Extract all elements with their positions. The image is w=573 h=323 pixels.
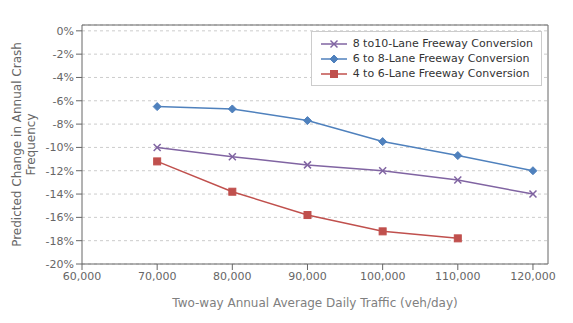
svg-text:-10%: -10% (46, 141, 74, 154)
html-text:8 to10-Lane Freeway Conversion: 8 to10-Lane Freeway Conversion (352, 37, 533, 50)
svg-text:80,000: 80,000 (213, 270, 252, 283)
svg-text:-16%: -16% (46, 211, 74, 224)
svg-text:90,000: 90,000 (288, 270, 327, 283)
svg-text:-20%: -20% (46, 258, 74, 271)
svg-text:70,000: 70,000 (138, 270, 177, 283)
svg-text:100,000: 100,000 (360, 270, 406, 283)
svg-text:-8%: -8% (53, 118, 74, 131)
html-text:4 to 6-Lane Freeway Conversion: 4 to 6-Lane Freeway Conversion (352, 67, 530, 80)
svg-text:-4%: -4% (53, 71, 74, 84)
svg-text:Predicted Change in Annual Cra: Predicted Change in Annual CrashFrequenc… (10, 42, 38, 247)
html-text:6 to 8-Lane Freeway Conversion: 6 to 8-Lane Freeway Conversion (352, 52, 530, 65)
svg-text:Two-way Annual Average Daily T: Two-way Annual Average Daily Traffic (ve… (171, 296, 457, 310)
svg-text:-14%: -14% (46, 188, 74, 201)
svg-text:-12%: -12% (46, 165, 74, 178)
svg-text:60,000: 60,000 (63, 270, 102, 283)
svg-text:120,000: 120,000 (510, 270, 556, 283)
svg-text:-18%: -18% (46, 235, 74, 248)
svg-text:0%: 0% (57, 25, 74, 38)
svg-text:-6%: -6% (53, 95, 74, 108)
svg-text:-2%: -2% (53, 48, 74, 61)
svg-text:110,000: 110,000 (435, 270, 481, 283)
